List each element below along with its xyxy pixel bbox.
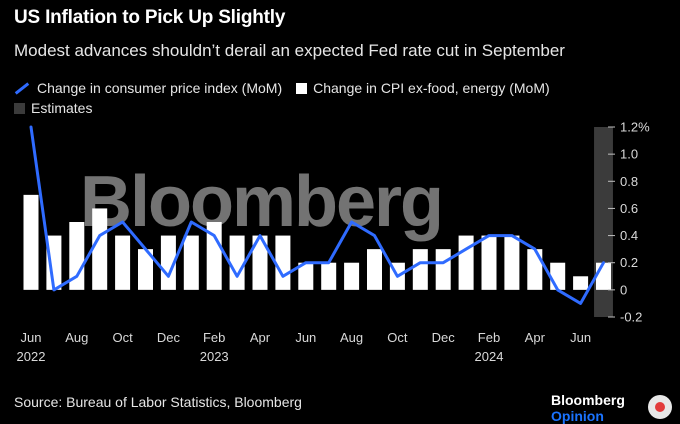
bar-17: [412, 249, 428, 290]
y-tick-label-6: 0: [620, 282, 627, 297]
x-tick-year-0: 2022: [17, 349, 46, 364]
bar-22: [527, 249, 543, 290]
bar-24: [573, 276, 589, 290]
x-tick-label-10: Feb: [478, 330, 500, 345]
watermark-text: Bloomberg: [80, 162, 442, 242]
legend-label-cpi: Change in consumer price index (MoM): [37, 80, 283, 96]
x-tick-label-4: Feb: [203, 330, 225, 345]
bar-20: [481, 235, 497, 290]
bar-4: [115, 235, 131, 290]
bar-6: [160, 235, 176, 290]
x-tick-label-1: Aug: [65, 330, 88, 345]
x-tick-label-5: Apr: [250, 330, 271, 345]
bar-11: [275, 235, 291, 290]
x-tick-label-8: Oct: [387, 330, 408, 345]
bar-0: [23, 194, 39, 290]
bar-13: [321, 262, 337, 290]
x-tick-label-3: Dec: [157, 330, 181, 345]
estimates-swatch-icon: [14, 102, 25, 114]
x-tick-label-0: Jun: [21, 330, 42, 345]
legend-item-cpi: Change in consumer price index (MoM): [14, 80, 282, 96]
x-tick-label-11: Apr: [525, 330, 546, 345]
legend-label-core-cpi: Change in CPI ex-food, energy (MoM): [313, 80, 550, 96]
chart-title: US Inflation to Pick Up Slightly: [14, 7, 286, 28]
bar-19: [458, 235, 474, 290]
bar-1: [46, 235, 62, 290]
bar-15: [367, 249, 382, 290]
y-tick-label-0: 1.2%: [620, 120, 650, 135]
bar-8: [206, 222, 222, 290]
x-tick-label-12: Jun: [570, 330, 591, 345]
x-tick-label-6: Jun: [295, 330, 316, 345]
brand-logo: Bloomberg Opinion: [551, 392, 680, 424]
bar-5: [138, 249, 153, 290]
bar-9: [229, 235, 245, 290]
y-tick-label-2: 0.8: [620, 174, 638, 189]
bar-18: [435, 249, 451, 290]
chart-subtitle: Modest advances shouldn’t derail an expe…: [14, 41, 565, 60]
y-tick-label-5: 0.2: [620, 255, 638, 270]
y-tick-label-4: 0.4: [620, 228, 638, 243]
y-tick-label-1: 1.0: [620, 147, 638, 162]
bar-23: [550, 262, 566, 290]
bar-12: [298, 262, 314, 290]
bar-3: [92, 208, 108, 290]
y-tick-label-3: 0.6: [620, 201, 638, 216]
legend: Change in consumer price index (MoM) Cha…: [14, 78, 564, 118]
x-tick-label-7: Aug: [340, 330, 363, 345]
x-tick-label-2: Oct: [112, 330, 133, 345]
bar-21: [504, 235, 520, 290]
bar-14: [344, 262, 360, 290]
bar-25: [596, 262, 611, 290]
cpi-line: [29, 125, 605, 305]
bar-swatch-icon: [296, 82, 308, 94]
legend-item-core-cpi: Change in CPI ex-food, energy (MoM): [296, 80, 550, 96]
legend-label-estimates: Estimates: [31, 100, 93, 116]
legend-item-estimates: Estimates: [14, 100, 92, 116]
x-tick-year-4: 2023: [200, 349, 229, 364]
brand-main: Bloomberg: [551, 392, 625, 408]
bar-2: [69, 222, 85, 290]
y-tick-label-7: -0.2: [620, 310, 642, 325]
source-note: Source: Bureau of Labor Statistics, Bloo…: [14, 394, 302, 410]
opinion-badge-icon: [648, 395, 672, 419]
x-tick-label-9: Dec: [432, 330, 456, 345]
x-tick-year-10: 2024: [475, 349, 504, 364]
brand-accent: Opinion: [551, 408, 604, 424]
bar-7: [183, 235, 199, 290]
bar-10: [252, 235, 268, 290]
